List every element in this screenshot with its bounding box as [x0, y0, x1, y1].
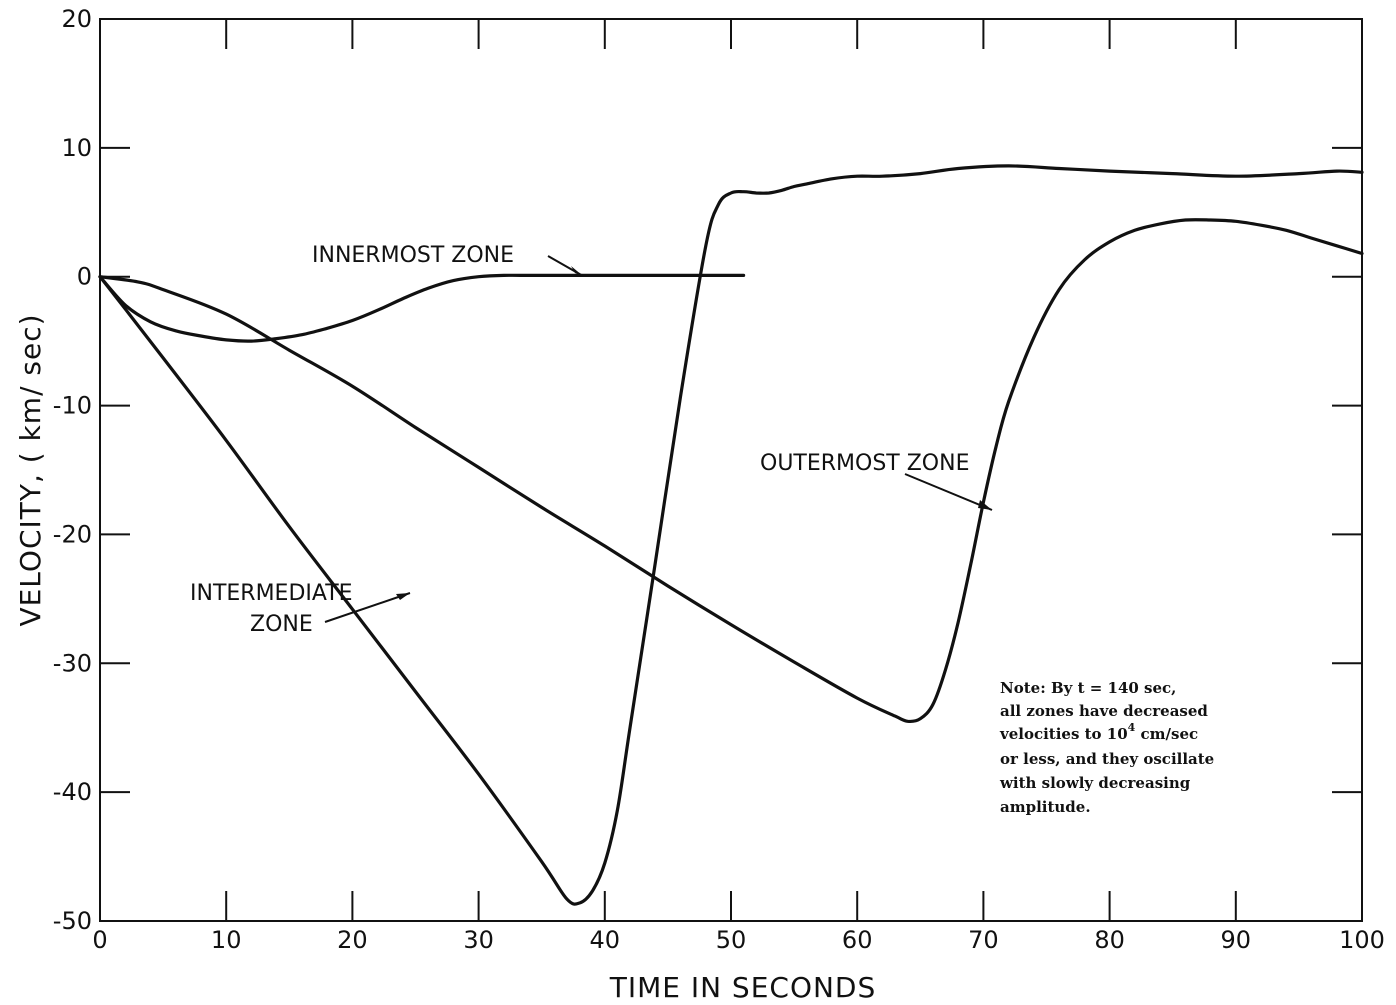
note-line-6: amplitude. [1000, 798, 1091, 816]
intermediate-zone-label-line2: ZONE [250, 612, 313, 637]
y-tick-label: 20 [61, 5, 92, 33]
intermediate-leader-arrow [396, 593, 410, 600]
note-line-1: Note: By t = 140 sec, [1000, 679, 1176, 697]
series-line-outermost-zone [98, 218, 1364, 724]
outermost-leader [904, 473, 993, 511]
outermost-leader-arrow [978, 500, 992, 510]
series-line-innermost-zone [98, 273, 746, 343]
y-tick-labels: 20 10 0 -10 -20 -30 -40 -50 [53, 5, 92, 935]
x-axis-title: TIME IN SECONDS [609, 971, 877, 1004]
intermediate-zone-label-line1: INTERMEDIATE [190, 581, 353, 606]
y-tick-label: -50 [53, 907, 92, 935]
x-tick-label: 80 [1094, 926, 1125, 954]
x-tick-label: 50 [716, 926, 747, 954]
note-line-3-pre: velocities to 10 [999, 725, 1128, 743]
y-tick-label: -40 [53, 778, 92, 806]
note-block: Note: By t = 140 sec, all zones have dec… [999, 679, 1214, 816]
x-tick-label: 10 [211, 926, 242, 954]
x-tick-labels: 0 10 20 30 40 50 60 70 80 90 100 [92, 926, 1385, 954]
outermost-zone-label: OUTERMOST ZONE [760, 451, 969, 476]
note-line-5: with slowly decreasing [999, 774, 1191, 792]
series-lines [98, 164, 1364, 906]
y-tick-label: -20 [53, 520, 92, 548]
x-tick-label: 40 [590, 926, 621, 954]
intermediate-leader [324, 592, 411, 623]
y-tick-label: -10 [53, 392, 92, 420]
x-tick-label: 60 [842, 926, 873, 954]
y-tick-label: 10 [61, 134, 92, 162]
y-tick-label: 0 [77, 263, 92, 291]
note-line-3-sup: 4 [1128, 721, 1136, 734]
y-tick-label: -30 [53, 649, 92, 677]
x-tick-label: 0 [92, 926, 107, 954]
x-tick-label: 100 [1339, 926, 1385, 954]
innermost-zone-label: INNERMOST ZONE [312, 243, 514, 268]
note-line-4: or less, and they oscillate [1000, 750, 1214, 768]
note-line-3-post: cm/sec [1135, 725, 1198, 743]
x-tick-label: 90 [1221, 926, 1252, 954]
x-tick-label: 30 [463, 926, 494, 954]
innermost-leader-arrow [571, 266, 583, 276]
series-line-intermediate-zone [98, 164, 1364, 906]
note-line-2: all zones have decreased [1000, 702, 1208, 720]
x-tick-label: 20 [337, 926, 368, 954]
note-line-3: velocities to 104 cm/sec [999, 721, 1198, 743]
x-tick-label: 70 [968, 926, 999, 954]
axis-ticks [100, 19, 1362, 921]
y-axis-title: VELOCITY, ( km/ sec) [14, 313, 47, 626]
